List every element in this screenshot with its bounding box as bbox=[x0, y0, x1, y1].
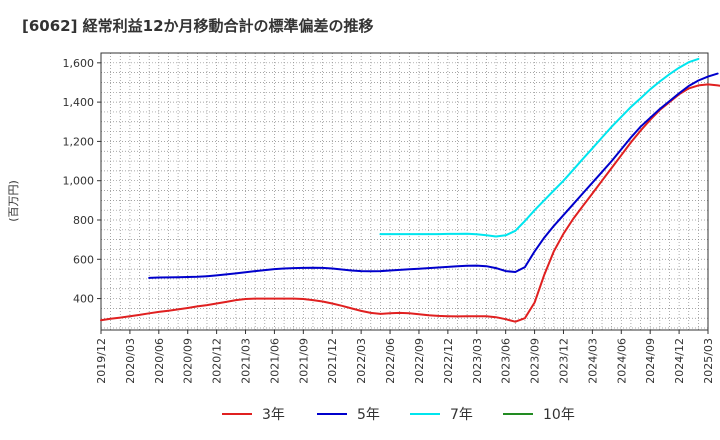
x-tick-label: 2024/06 bbox=[615, 338, 628, 384]
x-tick-label: 2021/09 bbox=[297, 338, 310, 384]
y-tick-label: 1,400 bbox=[63, 96, 95, 109]
y-axis: 400 600 800 1,000 1,200 1,400 1,600 bbox=[63, 57, 101, 306]
grid-lines bbox=[100, 52, 709, 330]
x-tick-label: 2020/09 bbox=[182, 338, 195, 384]
series-line-7年 bbox=[379, 57, 700, 238]
x-tick-label: 2021/06 bbox=[268, 338, 281, 384]
legend: 3年 5年 7年 10年 bbox=[222, 407, 575, 423]
series-line-3年 bbox=[100, 83, 720, 323]
series-line-5年 bbox=[148, 72, 719, 279]
y-tick-label: 1,200 bbox=[63, 135, 95, 148]
y-tick-label: 1,000 bbox=[63, 175, 95, 188]
chart-title: [6062] 経常利益12か月移動合計の標準偏差の推移 bbox=[22, 17, 374, 35]
y-axis-label: (百万円) bbox=[7, 180, 20, 222]
x-tick-label: 2023/03 bbox=[471, 338, 484, 384]
x-axis: 2019/12 2020/03 2020/06 2020/09 2020/12 2021/… bbox=[95, 330, 715, 384]
x-tick-label: 2025/03 bbox=[702, 338, 715, 384]
x-tick-label: 2019/12 bbox=[95, 338, 108, 384]
y-tick-label: 800 bbox=[73, 214, 94, 227]
x-tick-label: 2024/12 bbox=[673, 338, 686, 384]
legend-label: 10年 bbox=[543, 407, 575, 423]
y-tick-label: 600 bbox=[73, 253, 94, 266]
plot-frame bbox=[100, 52, 709, 331]
x-tick-label: 2023/06 bbox=[500, 338, 513, 384]
x-tick-label: 2024/03 bbox=[586, 338, 599, 384]
legend-label: 5年 bbox=[357, 407, 380, 423]
x-tick-label: 2020/12 bbox=[211, 338, 224, 384]
series-lines bbox=[100, 57, 720, 323]
x-tick-label: 2022/09 bbox=[413, 338, 426, 384]
legend-label: 3年 bbox=[262, 407, 285, 423]
y-tick-label: 1,600 bbox=[63, 57, 95, 70]
y-tick-label: 400 bbox=[73, 293, 94, 306]
x-tick-label: 2021/03 bbox=[240, 338, 253, 384]
x-tick-label: 2023/12 bbox=[557, 338, 570, 384]
x-tick-label: 2021/12 bbox=[326, 338, 339, 384]
x-tick-label: 2020/03 bbox=[124, 338, 137, 384]
x-tick-label: 2022/03 bbox=[355, 338, 368, 384]
x-tick-label: 2024/09 bbox=[644, 338, 657, 384]
legend-label: 7年 bbox=[450, 407, 473, 423]
x-tick-label: 2020/06 bbox=[153, 338, 166, 384]
x-tick-label: 2022/12 bbox=[442, 338, 455, 384]
x-tick-label: 2022/06 bbox=[384, 338, 397, 384]
x-tick-label: 2023/09 bbox=[529, 338, 542, 384]
